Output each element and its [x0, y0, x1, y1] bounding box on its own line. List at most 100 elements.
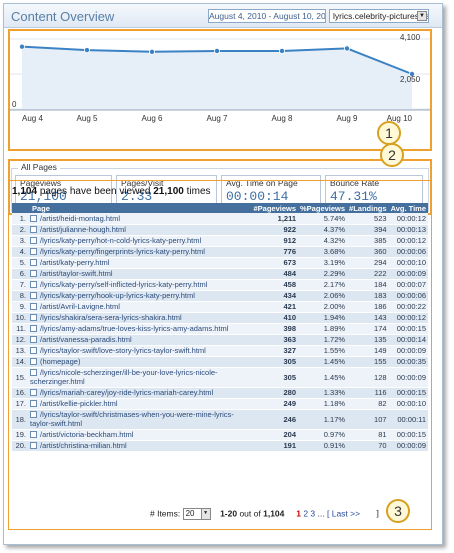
row-pageviews: 305	[251, 367, 299, 388]
chevron-down-icon[interactable]: ▼	[200, 509, 210, 519]
items-per-page-select[interactable]: 20 ▼	[182, 508, 211, 520]
page-link[interactable]: /artist/julianne-hough.html	[40, 225, 126, 234]
table-row[interactable]: 16. /lyrics/mariah-carey/joy-ride-lyrics-…	[12, 387, 428, 399]
row-avg-time: 00:00:10	[388, 257, 428, 269]
external-link-icon[interactable]	[30, 336, 37, 343]
pager-last-link[interactable]: [ Last >>	[327, 508, 361, 519]
stat-label: Bounce Rate	[330, 178, 380, 188]
col-avg-time[interactable]: Avg. Time	[388, 203, 428, 213]
external-link-icon[interactable]	[30, 281, 37, 288]
external-link-icon[interactable]	[30, 303, 37, 310]
row-pageviews: 434	[251, 290, 299, 302]
external-link-icon[interactable]	[30, 325, 37, 332]
chart-data-point	[343, 45, 350, 52]
page-link[interactable]: /artist/heidi-montag.html	[40, 213, 121, 223]
row-pageviews: 1,211	[251, 213, 299, 225]
external-link-icon[interactable]	[30, 347, 37, 354]
page-link[interactable]: /lyrics/nicole-scherzinger/ill-be-your-l…	[30, 368, 218, 386]
external-link-icon[interactable]	[30, 259, 37, 266]
page-link[interactable]: /artist/vanessa-paradis.html	[40, 335, 132, 344]
page-link[interactable]: /lyrics/mariah-carey/joy-ride-lyrics-mar…	[40, 388, 214, 397]
page-link[interactable]: /lyrics/katy-perry/hook-up-lyrics-katy-p…	[40, 291, 195, 300]
external-link-icon[interactable]	[30, 389, 37, 396]
external-link-icon[interactable]	[30, 411, 37, 418]
table-row[interactable]: 17. /artist/kellie-pickler.html 249 1.18% 82…	[12, 398, 428, 410]
row-index: 13.	[12, 345, 28, 357]
summary-pages-count: 1,104	[12, 186, 38, 197]
table-row[interactable]: 4. /lyrics/katy-perry/fingerprints-lyrics…	[12, 246, 428, 258]
external-link-icon[interactable]	[30, 400, 37, 407]
table-row[interactable]: 2. /artist/julianne-hough.html 922 4.37% 394…	[12, 224, 428, 236]
table-row[interactable]: 1. /artist/heidi-montag.html 1,211 5.74% 523…	[12, 213, 428, 225]
row-index: 10.	[12, 312, 28, 324]
external-link-icon[interactable]	[30, 248, 37, 255]
page-link[interactable]: /lyrics/shakira/sera-sera-lyrics-shakira…	[40, 313, 182, 322]
page-link[interactable]: /artist/Avril-Lavigne.html	[40, 302, 120, 311]
row-pct-pageviews: 2.00%	[298, 301, 348, 313]
external-link-icon[interactable]	[30, 314, 37, 321]
table-row[interactable]: 3. /lyrics/katy-perry/hot-n-cold-lyrics-k…	[12, 235, 428, 247]
panel-header: Content Overview August 4, 2010 - August…	[4, 4, 442, 28]
col-pageviews[interactable]: #Pageviews	[251, 203, 299, 213]
chevron-down-icon[interactable]: ▼	[417, 11, 427, 21]
row-index: 16.	[12, 387, 28, 399]
table-row[interactable]: 12. /artist/vanessa-paradis.html 363 1.72% 1…	[12, 334, 428, 346]
page-link[interactable]: /artist/taylor-swift.html	[40, 269, 113, 278]
page-link[interactable]: /lyrics/taylor-swift/christmases-when-yo…	[30, 410, 234, 428]
page-link[interactable]: /artist/kellie-pickler.html	[40, 399, 118, 408]
row-page: /artist/julianne-hough.html	[28, 224, 252, 236]
table-row[interactable]: 10. /lyrics/shakira/sera-sera-lyrics-shak…	[12, 312, 428, 324]
col-pct-pageviews[interactable]: %Pageviews	[298, 203, 348, 213]
row-landings: 107	[347, 409, 389, 430]
row-page: /lyrics/shakira/sera-sera-lyrics-shakira…	[28, 312, 252, 324]
external-link-icon[interactable]	[30, 270, 37, 277]
callout-badge-2: 2	[380, 143, 404, 167]
table-row[interactable]: 14. (homepage) 305 1.45% 155 00:00:35	[12, 356, 428, 368]
table-row[interactable]: 18./lyrics/taylor-swift/christmases-when…	[12, 409, 428, 430]
page-link[interactable]: /lyrics/taylor-swift/love-story-lyrics-t…	[40, 346, 206, 355]
external-link-icon[interactable]	[30, 237, 37, 244]
col-landings[interactable]: #Landings	[347, 203, 389, 213]
pager-page-3[interactable]: 3	[310, 508, 316, 519]
page-link[interactable]: (homepage)	[40, 357, 81, 366]
page-link[interactable]: /lyrics/katy-perry/fingerprints-lyrics-k…	[40, 247, 205, 256]
row-pageviews: 776	[251, 246, 299, 258]
page-link[interactable]: /lyrics/amy-adams/true-loves-kiss-lyrics…	[40, 324, 229, 333]
table-row[interactable]: 13. /lyrics/taylor-swift/love-story-lyric…	[12, 345, 428, 357]
external-link-icon[interactable]	[30, 292, 37, 299]
external-link-icon[interactable]	[30, 358, 37, 365]
table-row[interactable]: 20. /artist/christina-milian.html 191 0.91%…	[12, 440, 428, 452]
table-row[interactable]: 8. /lyrics/katy-perry/hook-up-lyrics-katy…	[12, 290, 428, 302]
table-row[interactable]: 15./lyrics/nicole-scherzinger/ill-be-you…	[12, 367, 428, 388]
external-link-icon[interactable]	[30, 226, 37, 233]
page-link[interactable]: /lyrics/katy-perry/self-inflicted-lyrics…	[40, 280, 208, 289]
external-link-icon[interactable]	[30, 431, 37, 438]
row-avg-time: 00:00:15	[388, 387, 428, 399]
pager-range: 1-20	[220, 508, 238, 519]
col-page[interactable]: Page	[28, 203, 252, 213]
chart-x-tick-label: Aug 8	[272, 114, 293, 123]
row-page: /lyrics/taylor-swift/love-story-lyrics-t…	[28, 345, 252, 357]
date-range-picker[interactable]: August 4, 2010 - August 10, 2010	[208, 9, 326, 23]
page-link[interactable]: /lyrics/katy-perry/hot-n-cold-lyrics-kat…	[40, 236, 202, 245]
pager-page-1[interactable]: 1	[296, 508, 301, 519]
row-avg-time: 00:00:13	[388, 224, 428, 236]
external-link-icon[interactable]	[30, 442, 37, 449]
site-select[interactable]: lyrics.celebrity-pictures.ca ▼	[329, 9, 429, 23]
table-row[interactable]: 6. /artist/taylor-swift.html 484 2.29% 222 00…	[12, 268, 428, 280]
external-link-icon[interactable]	[30, 214, 37, 222]
external-link-icon[interactable]	[30, 369, 37, 376]
table-row[interactable]: 19. /artist/victoria-beckham.html 204 0.97%…	[12, 429, 428, 441]
row-pageviews: 398	[251, 323, 299, 335]
table-row[interactable]: 5. /artist/katy-perry.html 673 3.19% 294 00:0…	[12, 257, 428, 269]
page-link[interactable]: /artist/christina-milian.html	[40, 441, 127, 450]
table-row[interactable]: 7. /lyrics/katy-perry/self-inflicted-lyri…	[12, 279, 428, 291]
chart-data-point	[213, 47, 220, 54]
page-link[interactable]: /artist/victoria-beckham.html	[40, 430, 134, 439]
table-row[interactable]: 11. /lyrics/amy-adams/true-loves-kiss-lyr…	[12, 323, 428, 335]
page-link[interactable]: /artist/katy-perry.html	[40, 258, 110, 267]
pager-page-2[interactable]: 2	[303, 508, 309, 519]
pager-ellipsis: ...	[317, 508, 325, 519]
table-row[interactable]: 9. /artist/Avril-Lavigne.html 421 2.00% 186 0…	[12, 301, 428, 313]
row-pct-pageviews: 1.55%	[298, 345, 348, 357]
